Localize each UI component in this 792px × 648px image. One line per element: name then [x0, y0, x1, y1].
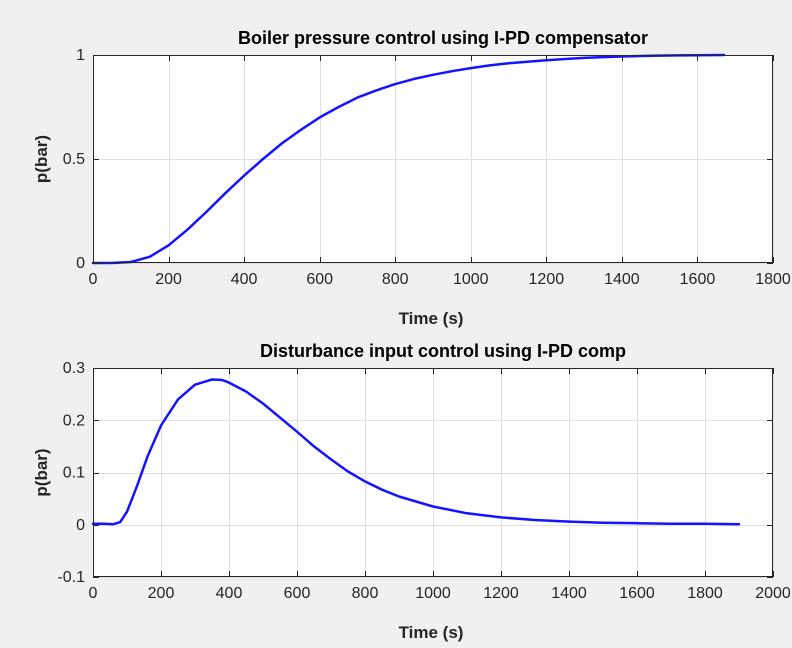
chart-title: Disturbance input control using I-PD com… — [260, 341, 626, 361]
x-tick-label: 400 — [231, 271, 258, 288]
y-axis-label: p(bar) — [32, 135, 51, 183]
y-tick-label: 0.1 — [63, 465, 85, 482]
x-tick-label: 800 — [352, 585, 379, 602]
x-tick-label: 0 — [89, 271, 98, 288]
y-tick-label: -0.1 — [57, 569, 85, 586]
y-tick-label: 0 — [76, 255, 85, 272]
x-tick-label: 600 — [284, 585, 311, 602]
x-tick-label: 800 — [382, 271, 409, 288]
x-tick-label: 1600 — [680, 271, 716, 288]
x-tick-label: 200 — [155, 271, 182, 288]
x-tick-label: 400 — [216, 585, 243, 602]
x-tick-label: 1200 — [529, 271, 565, 288]
x-tick-label: 1600 — [619, 585, 655, 602]
y-axis-label: p(bar) — [32, 448, 51, 496]
x-tick-label: 2000 — [755, 585, 791, 602]
x-tick-label: 600 — [306, 271, 333, 288]
disturbance-chart: 0 200 400 600 800 1000 1200 1400 1600 1800 2000 -0.… — [32, 341, 791, 642]
x-tick-label: 200 — [148, 585, 175, 602]
y-tick-label: 0.2 — [63, 412, 85, 429]
y-tick-label: 0 — [76, 517, 85, 534]
x-tick-label: 1400 — [551, 585, 587, 602]
x-tick-label: 1000 — [415, 585, 451, 602]
pressure-chart: 0 200 400 600 800 1000 1200 1400 1600 1800 0 0.5 1 B… — [32, 28, 791, 328]
x-tick-label: 1000 — [453, 271, 489, 288]
y-tick-label: 1 — [76, 47, 85, 64]
y-tick-label: 0.5 — [63, 151, 85, 168]
x-tick-label: 1400 — [604, 271, 640, 288]
x-tick-label: 0 — [89, 585, 98, 602]
y-tick-label: 0.3 — [63, 360, 85, 377]
chart-title: Boiler pressure control using I-PD compe… — [238, 28, 648, 48]
x-tick-label: 1800 — [755, 271, 791, 288]
x-tick-label: 1200 — [483, 585, 519, 602]
x-axis-label: Time (s) — [399, 309, 464, 328]
x-axis-label: Time (s) — [399, 623, 464, 642]
x-tick-label: 1800 — [687, 585, 723, 602]
